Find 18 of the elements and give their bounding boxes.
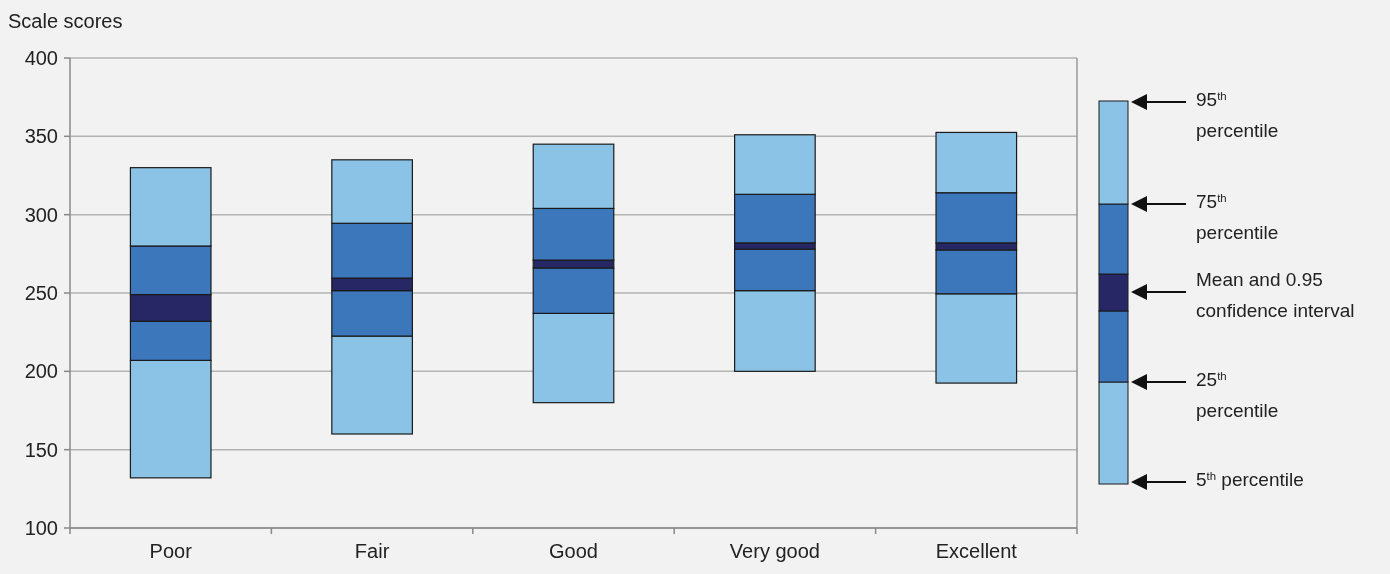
y-tick-label: 350 <box>24 125 58 148</box>
text: 25$^{th}$ percentile <box>1196 369 1279 421</box>
y-tick-label: 250 <box>24 282 58 304</box>
y-tick-label: 150 <box>24 438 58 461</box>
y-axis-title: Scale scores <box>8 10 123 32</box>
x-tick-label: Poor <box>149 540 193 562</box>
x-tick-label: Fair <box>354 540 390 562</box>
y-tick-label: 300 <box>24 203 58 226</box>
text: 95$^{th}$ percentile <box>1196 89 1279 141</box>
x-tick-label: Very good <box>729 540 820 562</box>
text: 75$^{th}$ percentile <box>1196 191 1279 243</box>
y-tick-label: 200 <box>24 360 58 383</box>
y-tick-label: 100 <box>24 517 58 539</box>
x-tick-label: Excellent <box>935 540 1018 562</box>
text: 5$^{th}$ percentile <box>1196 469 1304 490</box>
text: Mean and 0.95 confidence interval <box>1196 269 1355 321</box>
x-tick-label: Good <box>549 540 598 562</box>
y-tick-label: 400 <box>24 47 58 69</box>
